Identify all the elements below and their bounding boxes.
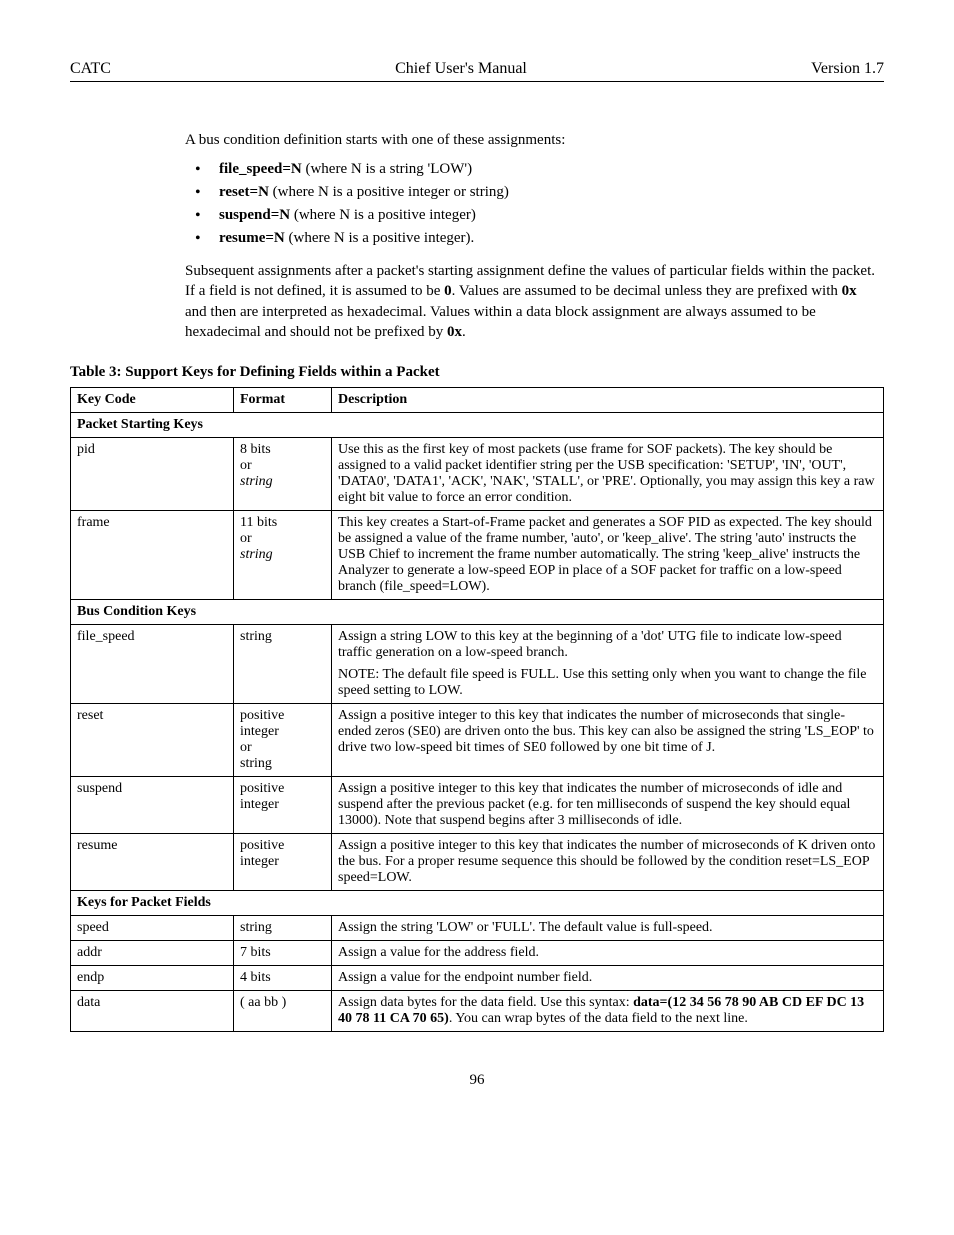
table-row: addr 7 bits Assign a value for the addre… [71, 941, 884, 966]
table-title: Table 3: Support Keys for Defining Field… [70, 364, 884, 381]
cell-desc: Assign a string LOW to this key at the b… [332, 625, 884, 704]
cell-format: 4 bits [234, 966, 332, 991]
format-text: 8 bits or [240, 442, 271, 473]
para-text: . Values are assumed to be decimal unles… [452, 283, 842, 299]
format-italic: string [240, 474, 273, 489]
section-row: Keys for Packet Fields [71, 891, 884, 916]
cell-desc: This key creates a Start-of-Frame packet… [332, 511, 884, 600]
para-bold: 0x [842, 283, 857, 299]
cell-format: string [234, 625, 332, 704]
cell-format: string [234, 916, 332, 941]
col-header-desc: Description [332, 388, 884, 413]
bullet-item: reset=N (where N is a positive integer o… [207, 184, 879, 201]
table-row: resume positive integer Assign a positiv… [71, 834, 884, 891]
desc-para: Assign a string LOW to this key at the b… [338, 629, 877, 661]
cell-key: endp [71, 966, 234, 991]
cell-key: reset [71, 704, 234, 777]
keys-table: Key Code Format Description Packet Start… [70, 387, 884, 1032]
cell-desc: Assign a value for the endpoint number f… [332, 966, 884, 991]
cell-format: 7 bits [234, 941, 332, 966]
section-label: Packet Starting Keys [71, 413, 884, 438]
cell-format: positive integer [234, 834, 332, 891]
section-label: Bus Condition Keys [71, 600, 884, 625]
desc-text: Assign data bytes for the data field. Us… [338, 995, 633, 1010]
section-row: Packet Starting Keys [71, 413, 884, 438]
cell-key: resume [71, 834, 234, 891]
table-row: file_speed string Assign a string LOW to… [71, 625, 884, 704]
cell-desc: Assign data bytes for the data field. Us… [332, 991, 884, 1032]
para-bold: 0 [444, 283, 452, 299]
cell-format: 8 bits or string [234, 438, 332, 511]
header-left: CATC [70, 60, 111, 78]
header-center: Chief User's Manual [111, 60, 811, 78]
bullet-key: reset=N [219, 184, 269, 200]
body-content: A bus condition definition starts with o… [185, 132, 879, 342]
table-row: reset positive integer or string Assign … [71, 704, 884, 777]
col-header-key: Key Code [71, 388, 234, 413]
cell-desc: Assign the string 'LOW' or 'FULL'. The d… [332, 916, 884, 941]
page-header: CATC Chief User's Manual Version 1.7 [70, 60, 884, 82]
bullet-item: suspend=N (where N is a positive integer… [207, 207, 879, 224]
bullet-tail: (where N is a positive integer) [290, 207, 476, 223]
intro-paragraph: A bus condition definition starts with o… [185, 132, 879, 149]
desc-text: . You can wrap bytes of the data field t… [449, 1011, 748, 1026]
col-header-format: Format [234, 388, 332, 413]
bullet-item: file_speed=N (where N is a string 'LOW') [207, 161, 879, 178]
table-row: suspend positive integer Assign a positi… [71, 777, 884, 834]
cell-key: pid [71, 438, 234, 511]
cell-key: suspend [71, 777, 234, 834]
table-header-row: Key Code Format Description [71, 388, 884, 413]
page-number: 96 [70, 1072, 884, 1089]
cell-key: speed [71, 916, 234, 941]
cell-format: positive integer [234, 777, 332, 834]
table-row: endp 4 bits Assign a value for the endpo… [71, 966, 884, 991]
cell-key: frame [71, 511, 234, 600]
bullet-key: suspend=N [219, 207, 290, 223]
table-row: data ( aa bb ) Assign data bytes for the… [71, 991, 884, 1032]
table-row: pid 8 bits or string Use this as the fir… [71, 438, 884, 511]
bullet-key: resume=N [219, 230, 285, 246]
cell-format: 11 bits or string [234, 511, 332, 600]
cell-desc: Assign a positive integer to this key th… [332, 704, 884, 777]
bullet-tail: (where N is a string 'LOW') [302, 161, 472, 177]
format-text: 11 bits or [240, 515, 277, 546]
explanation-paragraph: Subsequent assignments after a packet's … [185, 261, 879, 342]
cell-desc: Assign a value for the address field. [332, 941, 884, 966]
cell-desc: Assign a positive integer to this key th… [332, 777, 884, 834]
cell-desc: Use this as the first key of most packet… [332, 438, 884, 511]
bullet-list: file_speed=N (where N is a string 'LOW')… [185, 161, 879, 247]
header-right: Version 1.7 [811, 60, 884, 78]
bullet-item: resume=N (where N is a positive integer)… [207, 230, 879, 247]
para-text: . [462, 324, 466, 340]
cell-format: ( aa bb ) [234, 991, 332, 1032]
cell-key: file_speed [71, 625, 234, 704]
cell-format: positive integer or string [234, 704, 332, 777]
bullet-tail: (where N is a positive integer). [285, 230, 475, 246]
section-label: Keys for Packet Fields [71, 891, 884, 916]
table-row: speed string Assign the string 'LOW' or … [71, 916, 884, 941]
para-text: and then are interpreted as hexadecimal.… [185, 304, 816, 340]
format-italic: string [240, 547, 273, 562]
bullet-tail: (where N is a positive integer or string… [269, 184, 509, 200]
section-row: Bus Condition Keys [71, 600, 884, 625]
table-row: frame 11 bits or string This key creates… [71, 511, 884, 600]
para-bold: 0x [447, 324, 462, 340]
cell-desc: Assign a positive integer to this key th… [332, 834, 884, 891]
cell-key: addr [71, 941, 234, 966]
bullet-key: file_speed=N [219, 161, 302, 177]
cell-key: data [71, 991, 234, 1032]
desc-para: NOTE: The default file speed is FULL. Us… [338, 667, 877, 699]
